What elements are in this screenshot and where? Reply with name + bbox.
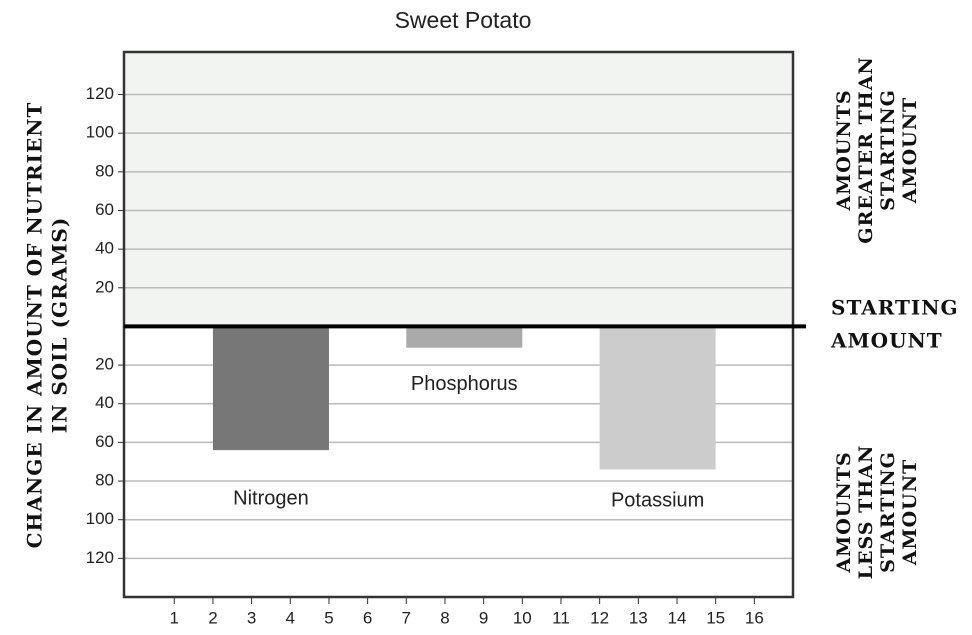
bar-label: Phosphorus — [411, 373, 518, 395]
y-tick-label: 100 — [86, 509, 114, 528]
x-tick-label: 9 — [479, 608, 488, 627]
annotation: STARTING — [831, 296, 959, 320]
bar-label: Potassium — [611, 490, 704, 512]
y-tick-label: 40 — [95, 239, 114, 258]
bar — [406, 326, 523, 348]
annotation: AMOUNT — [899, 459, 921, 566]
x-tick-label: 11 — [552, 608, 570, 627]
annotation: GREATER THAN — [855, 56, 877, 243]
x-tick-label: 7 — [402, 608, 411, 627]
y-tick-label: 120 — [86, 84, 114, 103]
chart-title: Sweet Potato — [395, 7, 532, 33]
y-tick-label: 120 — [86, 548, 114, 567]
x-tick-label: 2 — [208, 608, 217, 627]
y-tick-label: 20 — [95, 277, 114, 296]
x-tick-label: 15 — [706, 608, 725, 627]
y-tick-label: 100 — [86, 123, 114, 142]
annotation: LESS THAN — [855, 445, 877, 580]
annotation: AMOUNT — [899, 97, 921, 204]
y-tick-label: 60 — [95, 432, 114, 451]
x-tick-label: 5 — [324, 608, 333, 627]
y-axis-label: IN SOIL (GRAMS) — [48, 217, 72, 434]
x-tick-label: 12 — [590, 608, 609, 627]
x-tick-label: 14 — [668, 608, 687, 627]
y-tick-label: 80 — [95, 161, 114, 180]
annotation: STARTING — [877, 451, 899, 573]
y-tick-label: 60 — [95, 200, 114, 219]
x-tick-label: 1 — [170, 608, 179, 627]
x-tick-label: 6 — [363, 608, 372, 627]
upper-region — [124, 52, 793, 327]
x-tick-label: 4 — [286, 608, 295, 627]
annotation: AMOUNT — [830, 329, 943, 353]
y-axis-label: CHANGE IN AMOUNT OF NUTRIENT — [23, 102, 47, 549]
y-tick-label: 80 — [95, 471, 114, 490]
annotation: STARTING — [877, 89, 899, 211]
x-tick-label: 13 — [629, 608, 648, 627]
bar — [212, 326, 329, 451]
y-tick-label: 20 — [95, 355, 114, 374]
x-tick-label: 16 — [745, 608, 764, 627]
annotation: AMOUNTS — [833, 89, 855, 211]
annotation: AMOUNTS — [833, 451, 855, 573]
x-tick-label: 3 — [247, 608, 256, 627]
bar-label: Nitrogen — [233, 487, 309, 509]
x-tick-label: 10 — [513, 608, 532, 627]
bar — [599, 326, 716, 470]
x-tick-label: 8 — [440, 608, 449, 627]
y-tick-label: 40 — [95, 393, 114, 412]
